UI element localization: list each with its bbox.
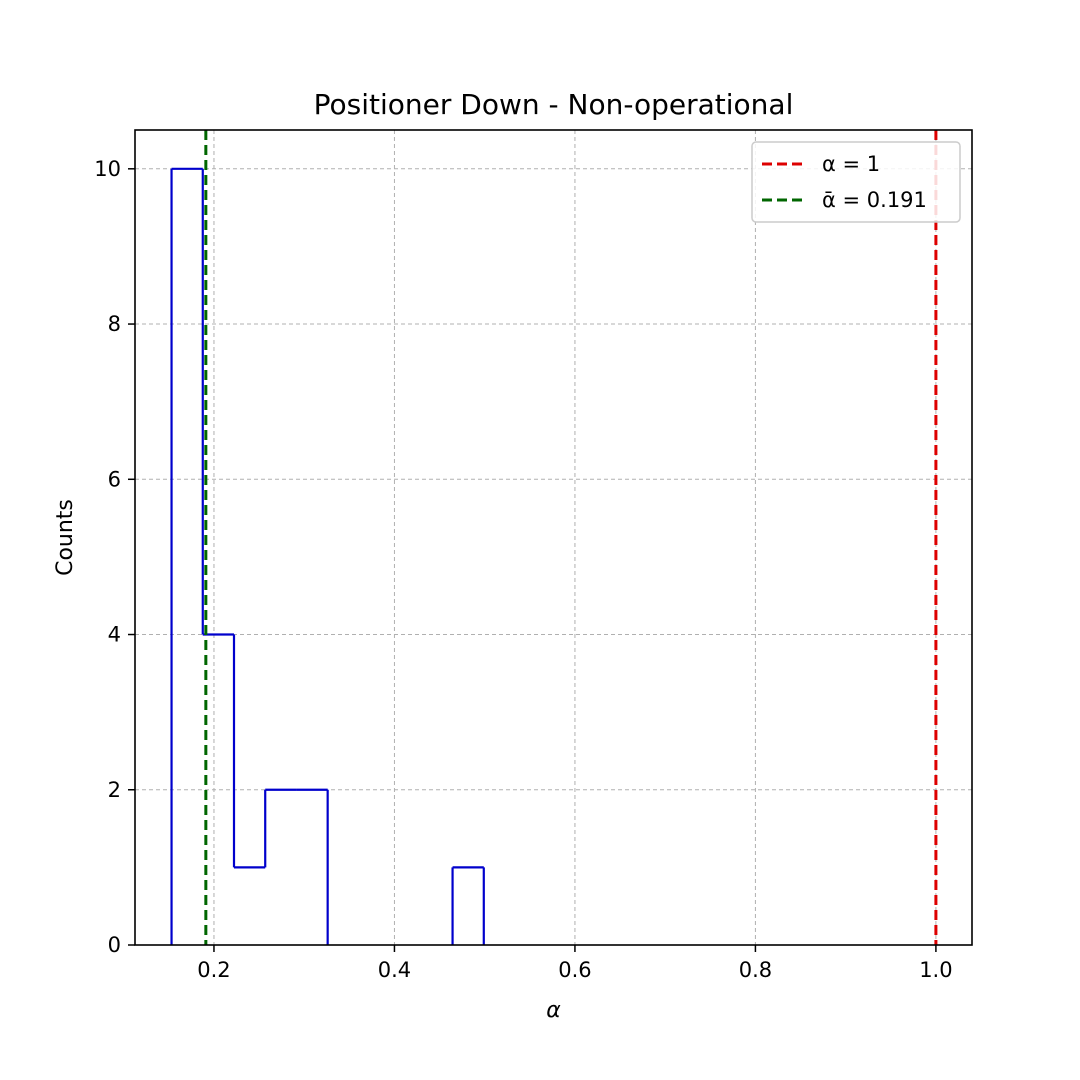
- y-tick-label: 4: [108, 623, 121, 647]
- x-tick-label: 0.8: [739, 958, 772, 982]
- chart-title: Positioner Down - Non-operational: [314, 88, 794, 121]
- x-tick-label: 0.6: [558, 958, 591, 982]
- y-tick-label: 0: [108, 933, 121, 957]
- legend: α = 1 ᾱ = 0.191: [751, 141, 961, 223]
- legend-box: [751, 141, 961, 223]
- x-tick-label: 0.4: [378, 958, 411, 982]
- y-axis-label: Counts: [53, 499, 78, 576]
- legend-label: ᾱ = 0.191: [822, 188, 927, 212]
- x-tick-label: 0.2: [197, 958, 230, 982]
- y-tick-label: 8: [108, 312, 121, 336]
- y-tick-label: 10: [94, 157, 121, 181]
- x-tick-label: 1.0: [919, 958, 952, 982]
- x-axis-label: α: [546, 998, 561, 1023]
- y-tick-label: 6: [108, 467, 121, 491]
- y-tick-label: 2: [108, 778, 121, 802]
- axes-frame: [134, 129, 973, 946]
- legend-label: α = 1: [822, 152, 880, 176]
